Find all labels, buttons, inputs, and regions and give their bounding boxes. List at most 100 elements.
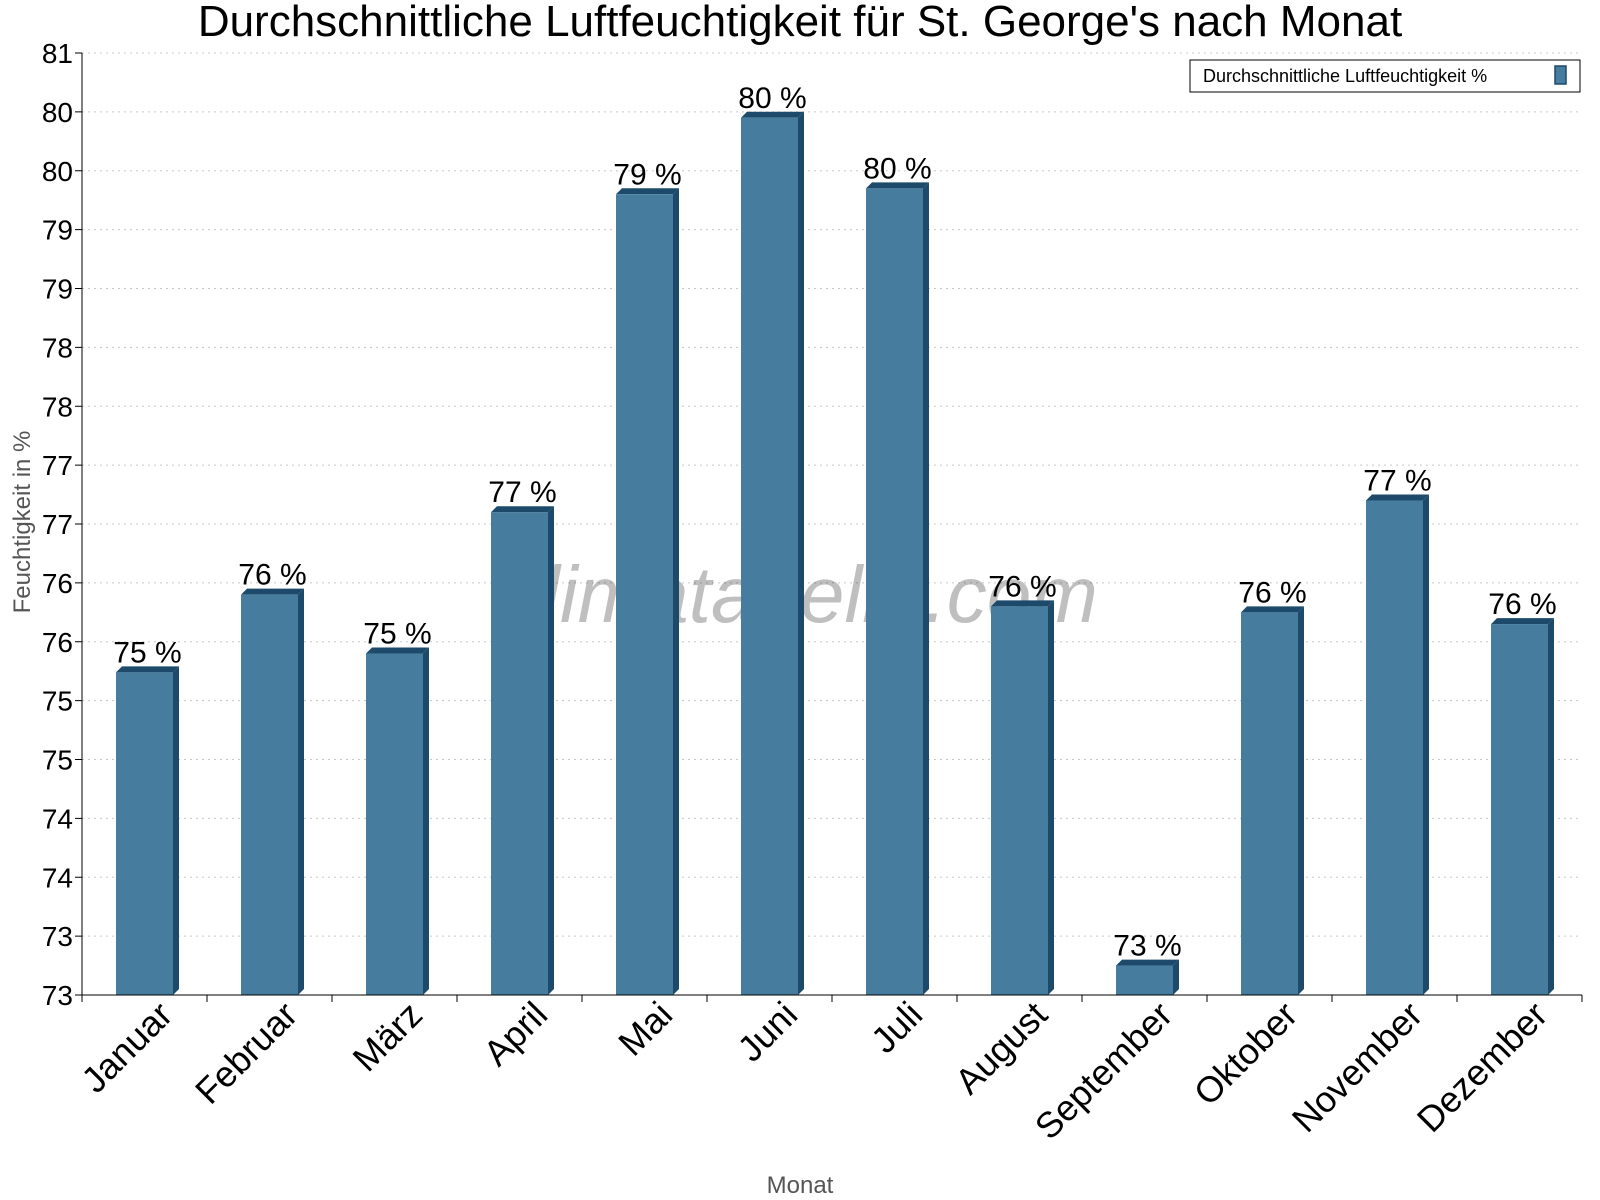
data-label: 75 %	[363, 618, 431, 651]
grid-lines	[82, 52, 1582, 937]
bar-face	[866, 188, 923, 996]
legend-box	[1189, 59, 1581, 93]
y-tick-label: 80	[42, 156, 73, 187]
bar-september	[1116, 959, 1179, 995]
y-tick-label: 74	[42, 803, 73, 834]
bar-juli	[866, 182, 929, 996]
data-label: 77 %	[488, 476, 556, 509]
y-tick-label: 78	[42, 391, 73, 422]
x-tick-label: Mai	[610, 994, 680, 1064]
y-tick-label: 79	[42, 274, 73, 305]
y-tick-label: 73	[42, 921, 73, 952]
bar-august	[991, 600, 1054, 995]
data-label: 76 %	[988, 570, 1056, 603]
bar-top	[1366, 494, 1429, 501]
bar-top	[991, 600, 1054, 607]
y-tick-label: 80	[42, 97, 73, 128]
bar-top	[866, 182, 929, 189]
bar-face	[241, 594, 298, 995]
x-tick-label: August	[947, 994, 1055, 1102]
bar-top	[1116, 959, 1179, 966]
bar-mai	[616, 188, 679, 996]
bar-top	[1241, 606, 1304, 613]
y-tick-label: 73	[42, 980, 73, 1011]
y-tick-label: 76	[42, 568, 73, 599]
legend-swatch	[1554, 65, 1567, 85]
bars	[116, 111, 1554, 996]
bar-face	[1241, 612, 1298, 995]
bar-januar	[116, 666, 179, 995]
bar-top	[241, 588, 304, 595]
bar-märz	[366, 647, 429, 995]
x-axis-title: Monat	[767, 1172, 834, 1199]
y-tick-label: 75	[42, 686, 73, 717]
bar-side	[673, 188, 679, 996]
bar-face	[366, 653, 423, 995]
data-label: 76 %	[1238, 576, 1306, 609]
y-tick-label: 77	[42, 450, 73, 481]
bar-top	[366, 647, 429, 654]
bar-top	[1491, 618, 1554, 625]
y-tick-label: 76	[42, 627, 73, 658]
y-axis-title: Feuchtigkeit in %	[9, 431, 36, 614]
bar-side	[423, 647, 429, 995]
bar-top	[491, 506, 554, 513]
data-label: 80 %	[863, 152, 931, 185]
bar-top	[741, 111, 804, 118]
y-tick-label: 75	[42, 745, 73, 776]
bar-side	[1298, 606, 1304, 995]
y-tick-label: 81	[42, 38, 73, 69]
bar-face	[1491, 624, 1548, 995]
x-tick-label: Dezember	[1409, 994, 1555, 1140]
bar-side	[1548, 618, 1554, 995]
y-tick-label: 79	[42, 215, 73, 246]
bar-februar	[241, 588, 304, 995]
bar-side	[798, 111, 804, 995]
x-tick-label: November	[1284, 994, 1430, 1140]
x-tick-label: September	[1027, 994, 1181, 1148]
y-ticks: 73 73 74 74 75 75 76 76 77 77 78 78 79 79 80 80 81	[42, 38, 82, 1011]
data-label: 73 %	[1113, 930, 1181, 963]
x-tick-label: Januar	[73, 994, 180, 1101]
data-labels: 75 % 76 % 75 % 77 % 79 % 80 % 80 % 76 % 73 % 76 %…	[113, 82, 1556, 963]
bar-side	[1173, 959, 1179, 995]
bar-oktober	[1241, 606, 1304, 995]
data-label: 75 %	[113, 636, 181, 669]
bar-side	[298, 588, 304, 995]
data-label: 79 %	[613, 158, 681, 191]
x-tick-label: April	[475, 994, 555, 1074]
bar-side	[548, 506, 554, 995]
bar-face	[616, 194, 673, 996]
data-label: 77 %	[1363, 464, 1431, 497]
bar-face	[991, 606, 1048, 995]
data-label: 76 %	[238, 559, 306, 592]
bar-side	[1423, 494, 1429, 995]
bar-face	[116, 672, 173, 995]
x-tick-label: Februar	[187, 994, 305, 1112]
data-label: 80 %	[738, 82, 806, 115]
bar-face	[1116, 965, 1173, 995]
x-tick-label: Juni	[729, 994, 805, 1070]
bar-side	[1048, 600, 1054, 995]
bar-april	[491, 506, 554, 995]
bar-face	[1366, 500, 1423, 995]
bar-november	[1366, 494, 1429, 995]
y-tick-label: 74	[42, 862, 73, 893]
x-tick-label: März	[345, 994, 431, 1080]
bar-dezember	[1491, 618, 1554, 995]
y-tick-label: 78	[42, 332, 73, 363]
legend-label: Durchschnittliche Luftfeuchtigkeit %	[1203, 66, 1487, 86]
legend: Durchschnittliche Luftfeuchtigkeit %	[1189, 59, 1581, 93]
bar-top	[116, 666, 179, 673]
bar-side	[923, 182, 929, 996]
bar-face	[491, 512, 548, 995]
bar-face	[741, 117, 798, 995]
data-label: 76 %	[1488, 588, 1556, 621]
bar-top	[616, 188, 679, 195]
bar-side	[173, 666, 179, 995]
x-ticks: Januar Februar März April Mai Juni Juli AugustS…	[73, 994, 1583, 1148]
chart-title: Durchschnittliche Luftfeuchtigkeit für S…	[198, 0, 1402, 46]
x-tick-label: Juli	[863, 994, 930, 1061]
x-tick-label: Oktober	[1186, 994, 1306, 1114]
